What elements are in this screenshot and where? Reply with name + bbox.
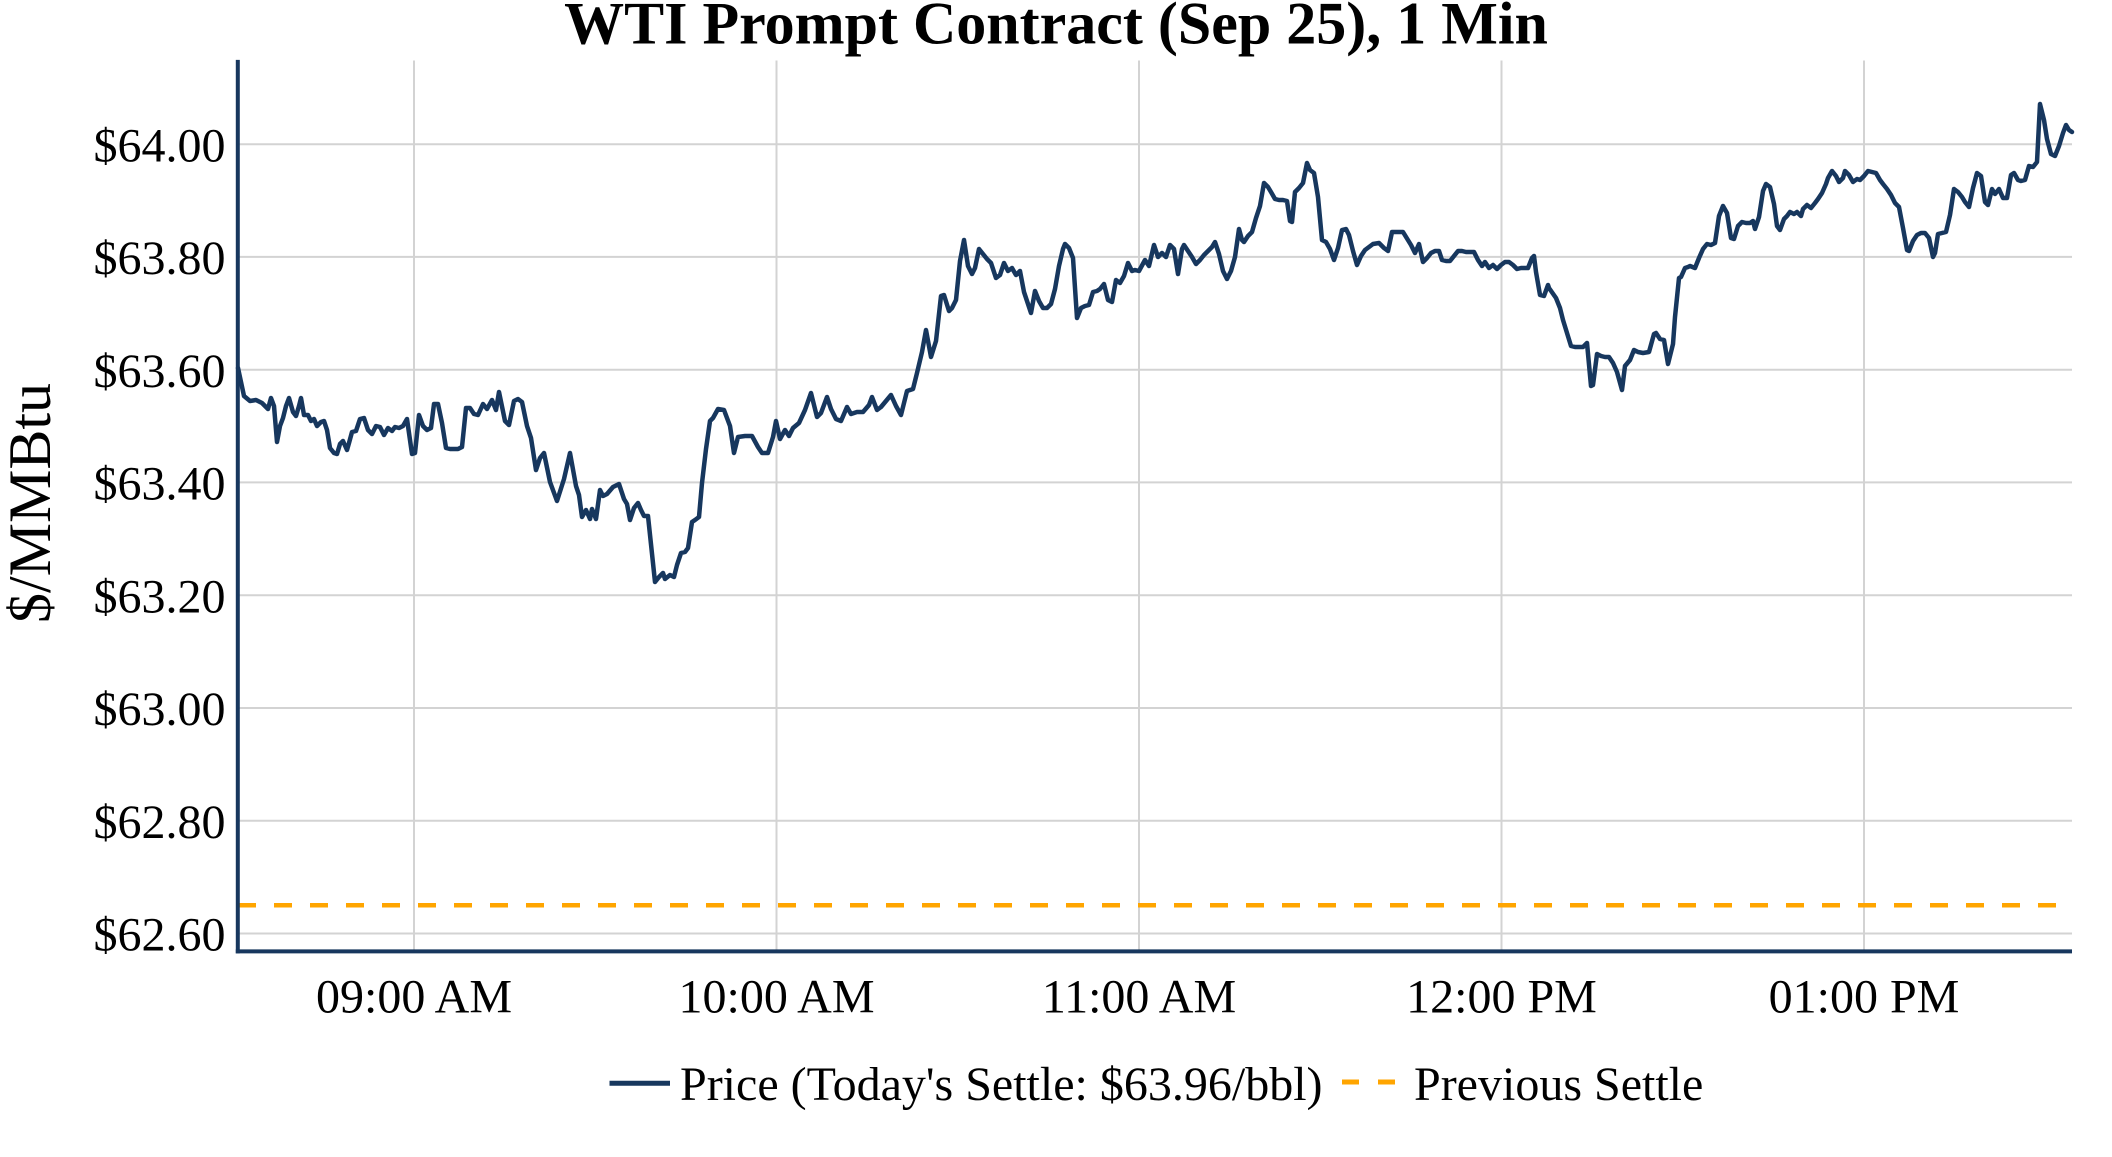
svg-text:$63.40: $63.40 bbox=[94, 458, 226, 511]
svg-text:$/MMBtu: $/MMBtu bbox=[0, 383, 63, 623]
svg-text:11:00 AM: 11:00 AM bbox=[1042, 971, 1236, 1024]
svg-text:01:00 PM: 01:00 PM bbox=[1769, 971, 1960, 1024]
svg-text:10:00 AM: 10:00 AM bbox=[678, 971, 874, 1024]
svg-text:$63.00: $63.00 bbox=[94, 683, 226, 736]
svg-text:Price (Today's Settle: $63.96/: Price (Today's Settle: $63.96/bbl) bbox=[680, 1058, 1323, 1111]
svg-text:Previous Settle: Previous Settle bbox=[1414, 1058, 1703, 1111]
svg-text:$63.80: $63.80 bbox=[94, 232, 226, 285]
svg-text:$62.80: $62.80 bbox=[94, 796, 226, 849]
svg-text:12:00 PM: 12:00 PM bbox=[1406, 971, 1597, 1024]
svg-text:$63.20: $63.20 bbox=[94, 570, 226, 623]
svg-text:09:00 AM: 09:00 AM bbox=[316, 971, 512, 1024]
svg-text:$64.00: $64.00 bbox=[94, 119, 226, 172]
svg-text:WTI Prompt Contract (Sep 25),: WTI Prompt Contract (Sep 25), 1 Min bbox=[564, 0, 1548, 57]
svg-text:$62.60: $62.60 bbox=[94, 909, 226, 962]
svg-text:$63.60: $63.60 bbox=[94, 345, 226, 398]
